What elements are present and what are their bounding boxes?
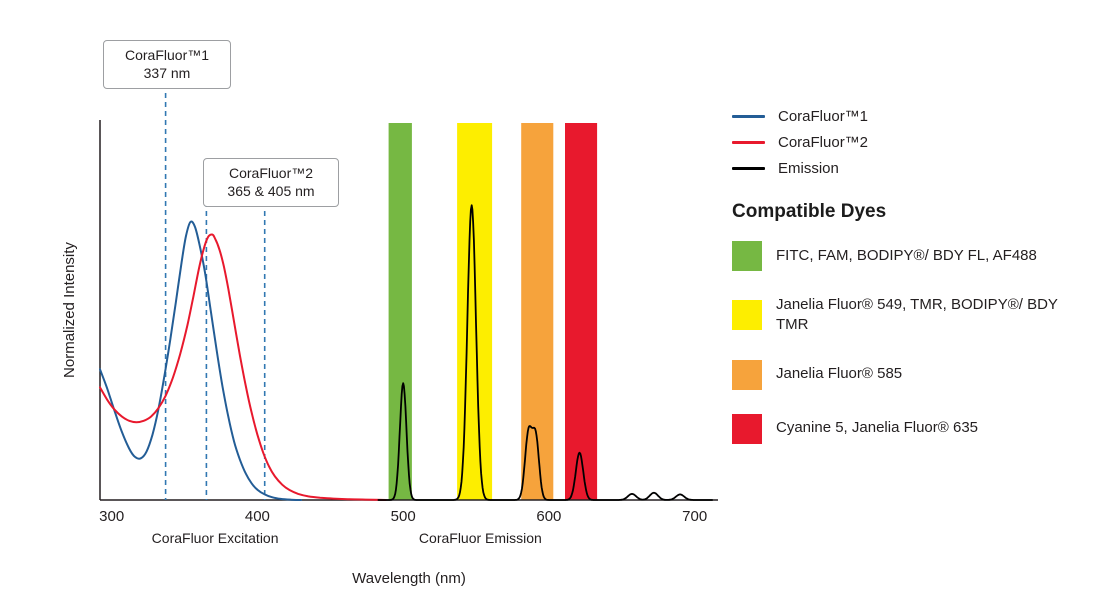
dye-item-green: FITC, FAM, BODIPY®/ BDY FL, AF488 [732,241,1104,271]
dye-item-yellow: Janelia Fluor® 549, TMR, BODIPY®/ BDY TM… [732,295,1104,336]
annotation-title: CoraFluor™2 [228,165,314,181]
spectra-chart-svg: 300 400 500 600 700 CoraFluor Excitation CoraF… [61,84,718,587]
dye-swatch-red [732,413,762,444]
dye-swatch-green [732,241,762,271]
series-emission [377,204,714,501]
annotation-subtitle: 365 & 405 nm [227,183,315,200]
compatible-dyes-list: FITC, FAM, BODIPY®/ BDY FL, AF488 Janeli… [732,241,1104,444]
series-corafluor-2 [99,233,387,501]
dye-item-red: Cyanine 5, Janelia Fluor® 635 [732,413,1104,444]
legend-label: Emission [778,159,839,177]
annotation-subtitle: 337 nm [143,65,191,82]
x-tick-label: 300 [99,508,124,525]
x-tick-label: 600 [536,508,561,525]
axis-section-label: CoraFluor Excitation [152,530,279,546]
dye-label: Cyanine 5, Janelia Fluor® 635 [776,419,979,437]
dye-item-orange: Janelia Fluor® 585 [732,359,1104,390]
legend-line-swatch [732,140,765,144]
x-tick-label: 500 [391,508,416,525]
legend-panel: CoraFluor™1 CoraFluor™2 Emission Compati… [732,103,1104,444]
compatible-dyes-heading: Compatible Dyes [732,201,887,222]
annotation-title: CoraFluor™1 [124,47,210,63]
annotation-corafluor2-365-405: CoraFluor™2 365 & 405 nm [203,158,339,207]
legend-item-emission: Emission [732,155,1104,181]
dye-band-3 [565,123,598,500]
dye-swatch-orange [732,359,762,390]
dye-swatch-yellow [732,300,762,331]
dye-band-1 [457,123,493,500]
dye-label: FITC, FAM, BODIPY®/ BDY FL, AF488 [776,246,1037,264]
x-tick-label: 700 [682,508,707,525]
annotation-corafluor1-337: CoraFluor™1 337 nm [103,40,231,89]
dye-label: Janelia Fluor® 549, TMR, BODIPY®/ BDY TM… [776,296,1058,334]
series-corafluor-1 [99,220,303,501]
dye-band-0 [388,123,412,500]
legend-label: CoraFluor™2 [778,133,869,151]
chart-area: 300 400 500 600 700 CoraFluor Excitation CoraF… [61,40,718,587]
dye-label: Janelia Fluor® 585 [776,365,903,383]
legend: CoraFluor™1 CoraFluor™2 Emission [732,103,1104,181]
legend-line-swatch [732,166,765,170]
x-tick-label: 400 [245,508,270,525]
legend-item-corafluor2: CoraFluor™2 [732,129,1104,155]
x-axis-title: Wavelength (nm) [352,570,466,587]
axis-section-label: CoraFluor Emission [419,530,542,546]
legend-label: CoraFluor™1 [778,107,869,125]
y-axis-title: Normalized Intensity [61,242,78,378]
legend-line-swatch [732,114,765,118]
legend-item-corafluor1: CoraFluor™1 [732,103,1104,129]
